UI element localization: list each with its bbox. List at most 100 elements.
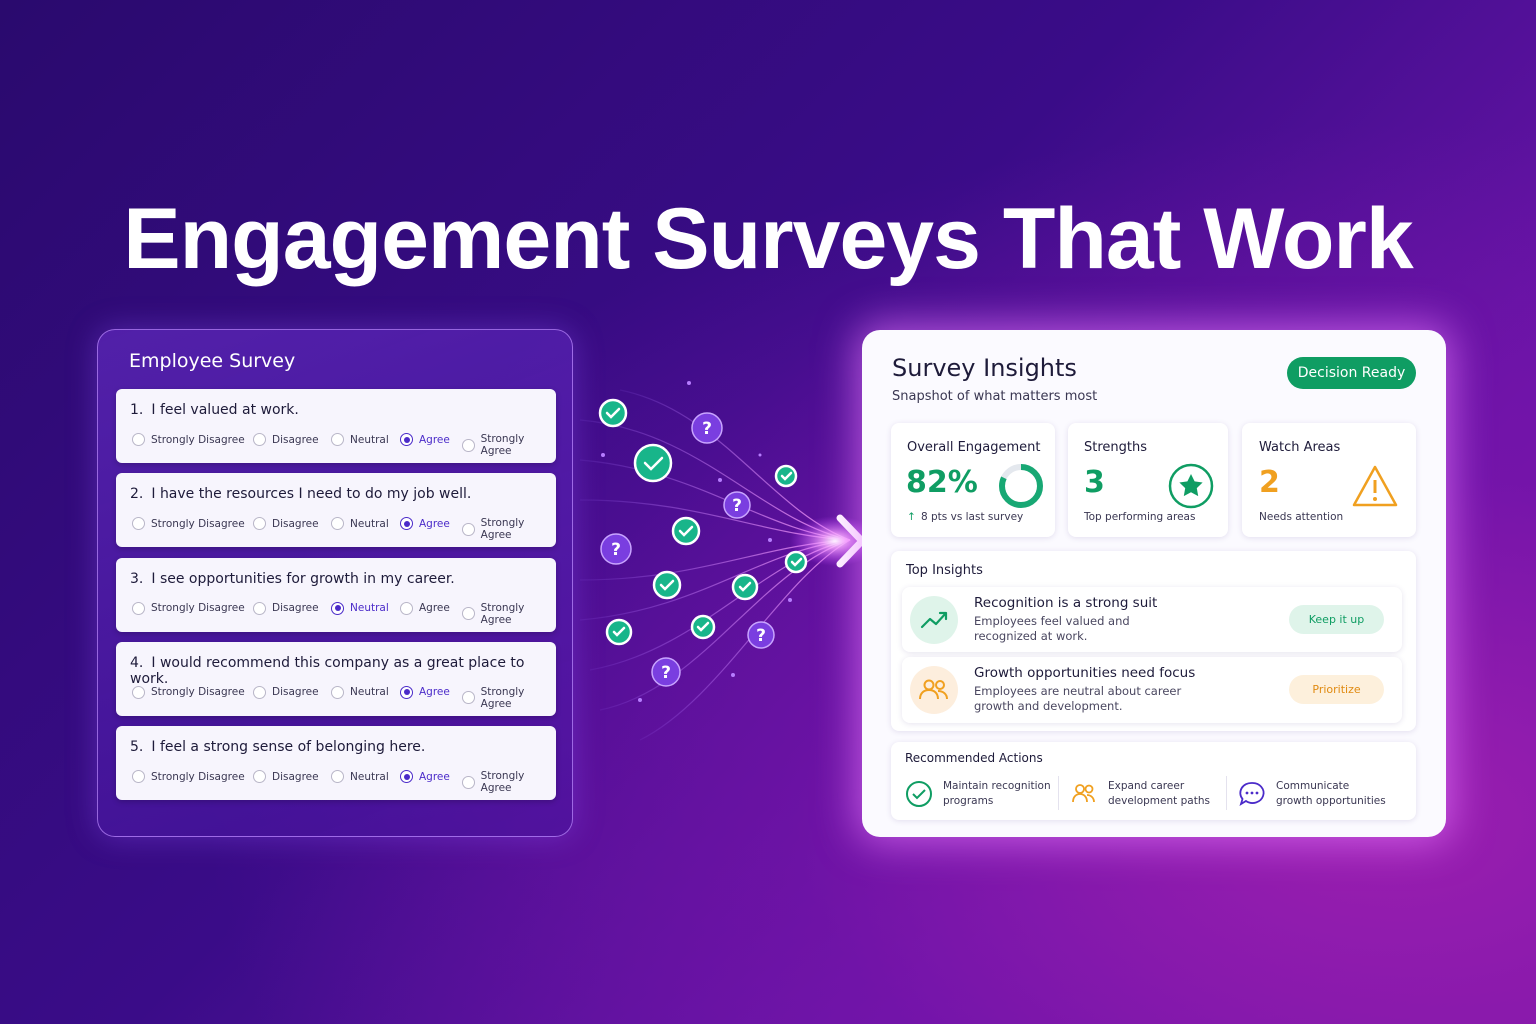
check-icons xyxy=(598,398,808,646)
option[interactable]: Strongly Disagree xyxy=(132,770,245,783)
option-label: Neutral xyxy=(350,686,389,699)
option[interactable]: Neutral xyxy=(331,770,389,783)
stat-label: Strengths xyxy=(1084,440,1148,455)
action-pill[interactable]: Prioritize xyxy=(1289,675,1384,704)
option[interactable]: Strongly Agree xyxy=(462,517,556,541)
warning-icon xyxy=(1352,465,1398,507)
option-label: Agree xyxy=(419,686,450,699)
stat-value: 2 xyxy=(1259,465,1280,500)
option[interactable]: Neutral xyxy=(331,517,389,531)
radio[interactable] xyxy=(253,685,266,699)
radio[interactable] xyxy=(132,517,145,531)
question-number: 1. xyxy=(130,402,144,418)
radio[interactable] xyxy=(253,601,266,615)
radio[interactable] xyxy=(462,691,475,705)
question-text: I feel a strong sense of belonging here. xyxy=(151,739,426,755)
option[interactable]: Neutral xyxy=(331,685,389,699)
action-pill[interactable]: Keep it up xyxy=(1289,605,1384,634)
option[interactable]: Disagree xyxy=(253,770,319,783)
radio[interactable] xyxy=(462,522,475,536)
svg-text:?: ? xyxy=(732,496,742,516)
option[interactable]: Neutral xyxy=(331,601,389,615)
question-card: 3. I see opportunities for growth in my c… xyxy=(116,557,556,632)
radio[interactable] xyxy=(462,438,475,452)
insight-title: Growth opportunities need focus xyxy=(974,665,1196,681)
option[interactable]: Strongly Agree xyxy=(462,770,556,794)
option[interactable]: Strongly Disagree xyxy=(132,601,245,615)
radio[interactable] xyxy=(400,770,413,783)
question-card: 5. I feel a strong sense of belonging her… xyxy=(116,726,556,800)
option-label: Agree xyxy=(419,517,450,530)
radio[interactable] xyxy=(331,770,344,783)
question: 1. I feel valued at work. xyxy=(130,402,299,418)
option[interactable]: Agree xyxy=(400,601,450,615)
option[interactable]: Strongly Disagree xyxy=(132,685,245,699)
status-badge: Decision Ready xyxy=(1287,357,1416,389)
radio[interactable] xyxy=(400,601,413,615)
question-card: 1. I feel valued at work. Strongly Disagre… xyxy=(116,389,556,463)
insight-text: Employees are neutral about career growt… xyxy=(974,684,1182,713)
option[interactable]: Disagree xyxy=(253,517,319,531)
stat-label: Watch Areas xyxy=(1259,440,1341,455)
option-label: Agree xyxy=(419,433,450,446)
option[interactable]: Strongly Agree xyxy=(462,602,556,626)
radio[interactable] xyxy=(253,770,266,783)
stat-note: 8 pts vs last survey xyxy=(921,511,1024,523)
stat-card: Strengths 3 Top performing areas xyxy=(1068,423,1228,537)
question-text: I see opportunities for growth in my car… xyxy=(151,570,455,587)
option-label: Strongly Disagree xyxy=(151,770,245,783)
radio[interactable] xyxy=(331,433,344,446)
stat-note: Needs attention xyxy=(1259,511,1344,523)
question-number: 2. xyxy=(130,486,144,503)
stat-value: 82% xyxy=(906,465,978,500)
option-label: Neutral xyxy=(350,770,389,783)
headline: Engagement Surveys That Work xyxy=(123,191,1413,287)
option[interactable]: Strongly Agree xyxy=(462,686,556,710)
option[interactable]: Strongly Disagree xyxy=(132,433,245,446)
radio[interactable] xyxy=(132,601,145,615)
option-label: Neutral xyxy=(350,602,389,614)
radio[interactable] xyxy=(400,433,413,446)
radio[interactable] xyxy=(331,517,344,531)
option[interactable]: Agree xyxy=(400,517,450,531)
radio[interactable] xyxy=(331,685,344,699)
question-number: 4. xyxy=(130,654,144,671)
radio[interactable] xyxy=(253,433,266,446)
option-label: Strongly Agree xyxy=(480,517,525,542)
radio[interactable] xyxy=(132,433,145,446)
option[interactable]: Agree xyxy=(400,685,450,699)
svg-text:?: ? xyxy=(661,663,671,683)
question-card: 4. I would recommend this company as a gr… xyxy=(116,641,556,716)
option-label: Strongly Disagree xyxy=(151,602,245,614)
survey-panel: Employee Survey 1. I feel valued at work.… xyxy=(97,329,573,837)
section-title: Top Insights xyxy=(906,563,983,578)
radio[interactable] xyxy=(400,685,413,699)
radio[interactable] xyxy=(331,601,344,615)
question-card: 2. I have the resources I need to do my j… xyxy=(116,473,556,548)
option-label: Agree xyxy=(419,770,450,783)
option-label: Disagree xyxy=(272,517,319,530)
radio[interactable] xyxy=(253,517,266,531)
option-label: Strongly Agree xyxy=(480,433,525,457)
section-title: Recommended Actions xyxy=(905,751,1043,765)
option[interactable]: Strongly Disagree xyxy=(132,517,245,531)
option[interactable]: Disagree xyxy=(253,685,319,699)
option[interactable]: Agree xyxy=(400,770,450,783)
radio[interactable] xyxy=(462,775,475,789)
option-label: Strongly Disagree xyxy=(151,686,245,699)
question-number: 3. xyxy=(130,570,144,587)
radio[interactable] xyxy=(462,607,475,620)
option[interactable]: Disagree xyxy=(253,433,319,446)
radio[interactable] xyxy=(132,770,145,783)
radio[interactable] xyxy=(132,685,145,699)
option[interactable]: Strongly Agree xyxy=(462,433,556,457)
option[interactable]: Agree xyxy=(400,433,450,446)
question: 4. I would recommend this company as a gr… xyxy=(130,655,556,687)
option[interactable]: Disagree xyxy=(253,601,319,615)
option[interactable]: Neutral xyxy=(331,433,389,446)
option-label: Strongly Disagree xyxy=(151,517,245,530)
radio[interactable] xyxy=(400,517,413,531)
question: 3. I see opportunities for growth in my c… xyxy=(130,571,455,587)
survey-title: Employee Survey xyxy=(129,350,296,372)
